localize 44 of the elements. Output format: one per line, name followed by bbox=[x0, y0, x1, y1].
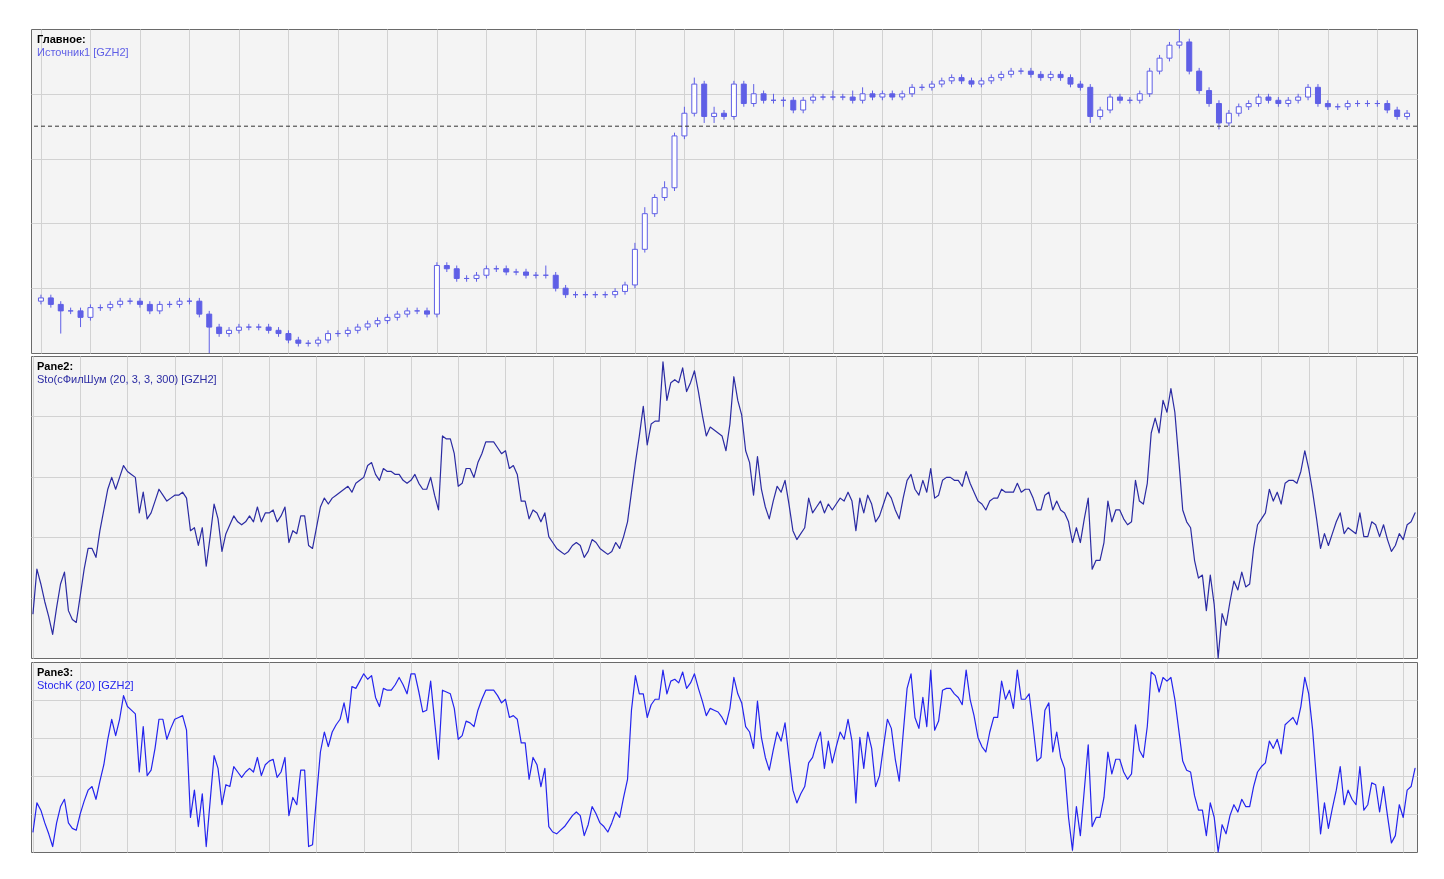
candlestick bbox=[740, 80, 747, 108]
text: Sto(сФилШум (20, 3, 3, 300) [GZH2] bbox=[37, 373, 217, 385]
candlestick bbox=[810, 93, 817, 105]
candlestick bbox=[414, 307, 421, 315]
series-label: StochK (20) [GZH2] bbox=[37, 679, 134, 691]
candlestick bbox=[1324, 99, 1331, 111]
candlestick bbox=[1166, 41, 1173, 62]
candlestick bbox=[77, 307, 84, 328]
candlestick bbox=[57, 300, 64, 335]
candlestick bbox=[721, 109, 727, 121]
candlestick bbox=[681, 106, 688, 140]
chart-title: Pane3: bbox=[37, 666, 74, 678]
candlestick bbox=[1404, 109, 1411, 121]
candlestick bbox=[928, 80, 935, 92]
candlestick bbox=[661, 180, 668, 202]
candlestick bbox=[612, 287, 619, 299]
candlestick bbox=[1146, 67, 1153, 98]
candlestick bbox=[552, 271, 559, 292]
candlestick bbox=[196, 297, 203, 318]
candlestick bbox=[1027, 67, 1034, 79]
candlestick bbox=[315, 336, 322, 348]
text: Источник1 [GZH2] bbox=[37, 46, 129, 58]
chart-title: Pane2: bbox=[37, 360, 74, 372]
candlestick bbox=[829, 90, 836, 101]
candlestick bbox=[235, 323, 242, 335]
candlestick bbox=[651, 193, 658, 218]
candlestick bbox=[136, 297, 143, 309]
candlestick bbox=[1017, 67, 1024, 75]
candlestick bbox=[909, 83, 916, 98]
candlestick bbox=[711, 106, 718, 124]
candlestick bbox=[117, 297, 124, 309]
candlestick bbox=[206, 310, 213, 354]
candlestick bbox=[1008, 67, 1015, 79]
candlestick bbox=[1116, 93, 1123, 105]
candlestick bbox=[1107, 93, 1114, 114]
candlestick bbox=[1206, 86, 1213, 108]
chart-title: Главное: bbox=[37, 33, 86, 45]
candlestick bbox=[1215, 99, 1222, 130]
candlestick bbox=[226, 326, 233, 338]
candlestick bbox=[1156, 54, 1163, 75]
candlestick bbox=[750, 83, 757, 108]
candlestick bbox=[1314, 83, 1321, 108]
candlestick bbox=[1196, 67, 1203, 95]
candlestick bbox=[513, 268, 520, 276]
